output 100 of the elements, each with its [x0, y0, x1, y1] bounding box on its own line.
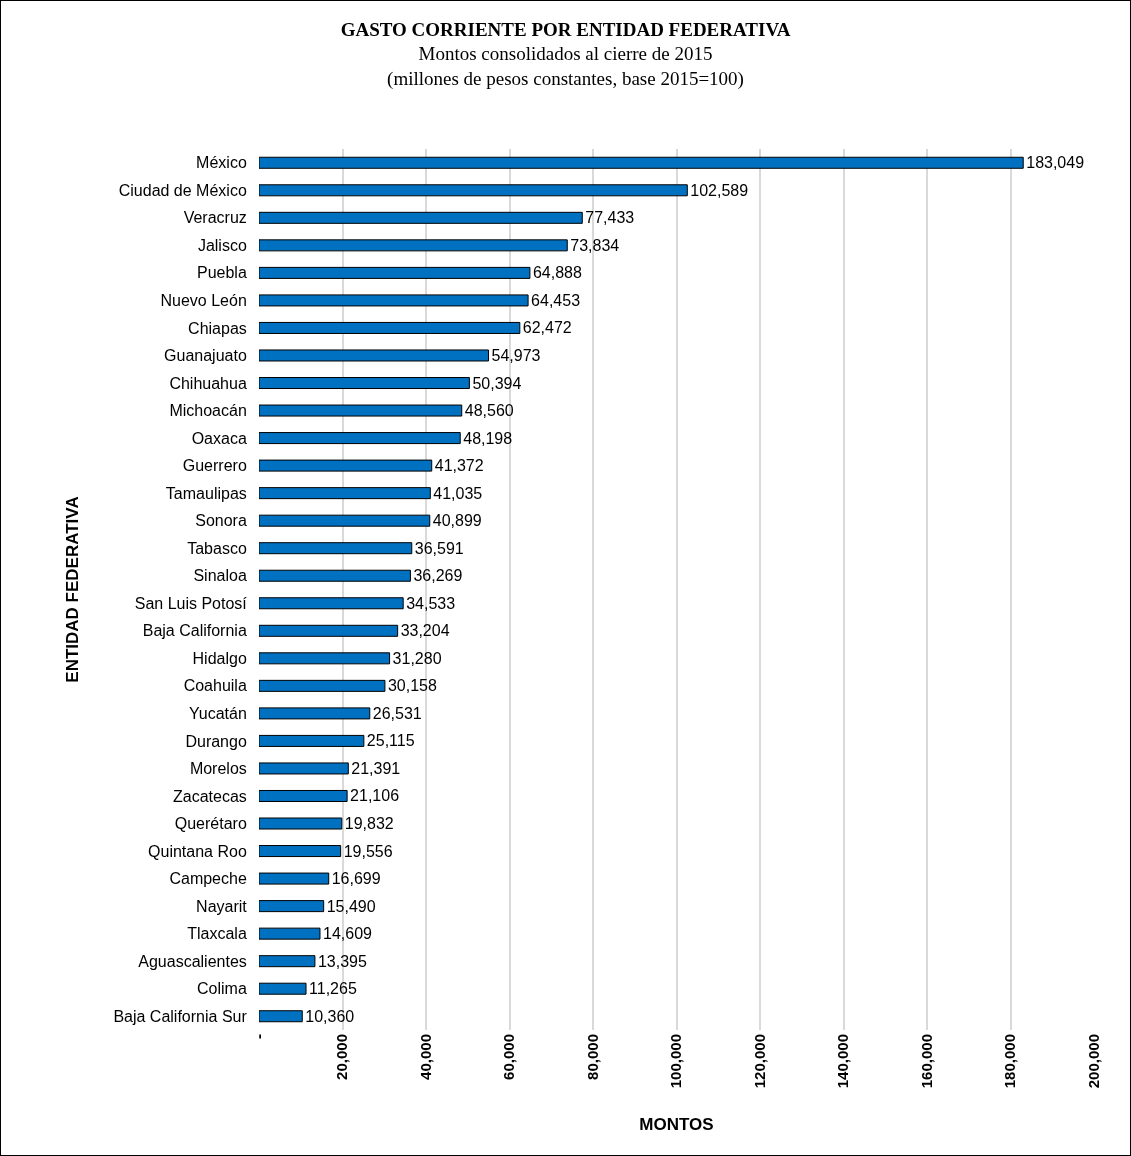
- data-label: 26,531: [372, 704, 422, 722]
- y-tick-label: Sinaloa: [193, 567, 247, 585]
- x-tick-label: -: [249, 1034, 267, 1039]
- bar: [259, 679, 386, 692]
- chart-subtitle: Montos consolidados al cierre de 2015 (millones de pesos constantes, base 2015=100): [387, 43, 744, 91]
- data-label: 19,832: [344, 815, 394, 833]
- x-tick-label: 180,000: [1001, 1034, 1019, 1089]
- bar: [259, 239, 568, 252]
- y-tick-label: Veracruz: [183, 209, 247, 227]
- y-tick-label: Hidalgo: [192, 649, 247, 667]
- bar: [259, 156, 1024, 169]
- bar: [259, 707, 371, 720]
- data-label: 102,589: [690, 181, 749, 199]
- y-tick-label: Tamaulipas: [165, 484, 247, 502]
- y-tick-label: Oaxaca: [191, 429, 247, 447]
- y-tick-label: Michoacán: [169, 402, 247, 420]
- data-label: 50,394: [472, 374, 522, 392]
- bar: [259, 789, 348, 802]
- x-tick-label: 200,000: [1084, 1034, 1102, 1089]
- data-label: 40,899: [432, 512, 482, 530]
- y-tick-label: Chihuahua: [169, 374, 247, 392]
- bar: [259, 817, 343, 830]
- y-tick-label: Durango: [185, 732, 247, 750]
- y-axis-title: ENTIDAD FEDERATIVA: [62, 496, 82, 683]
- bar: [259, 266, 531, 279]
- y-tick-label: México: [196, 154, 247, 172]
- bar: [259, 734, 365, 747]
- bar: [259, 597, 404, 610]
- data-label: 54,973: [491, 346, 541, 364]
- data-label: 36,591: [414, 539, 464, 557]
- bar: [259, 845, 342, 858]
- x-tick-label: 140,000: [834, 1034, 852, 1089]
- x-tick-label: 20,000: [333, 1034, 351, 1080]
- data-label: 41,035: [433, 484, 483, 502]
- bar: [259, 432, 461, 445]
- y-tick-label: Aguascalientes: [138, 952, 247, 970]
- x-tick-label: 40,000: [416, 1034, 434, 1080]
- x-tick-label: 80,000: [583, 1034, 601, 1080]
- y-tick-label: Nuevo León: [160, 292, 247, 310]
- data-label: 19,556: [343, 842, 393, 860]
- x-tick-label: 160,000: [917, 1034, 935, 1089]
- y-tick-label: Tabasco: [187, 539, 247, 557]
- y-tick-label: Quintana Roo: [148, 842, 247, 860]
- data-label: 48,560: [464, 402, 514, 420]
- x-tick-label: 60,000: [500, 1034, 518, 1080]
- y-tick-label: Morelos: [189, 760, 247, 778]
- data-label: 64,453: [531, 291, 581, 309]
- y-tick-label: Guanajuato: [164, 347, 247, 365]
- data-label: 11,265: [309, 980, 357, 998]
- data-label: 30,158: [387, 677, 437, 695]
- y-tick-label: Nayarit: [196, 897, 248, 915]
- y-tick-label: Guerrero: [182, 457, 247, 475]
- data-label: 14,609: [322, 925, 373, 943]
- bar: [259, 211, 583, 224]
- data-label: 21,106: [350, 787, 400, 805]
- y-tick-label: Querétaro: [174, 815, 247, 833]
- x-tick-label: 120,000: [750, 1034, 768, 1089]
- bar: [259, 900, 325, 913]
- y-tick-label: Puebla: [196, 264, 247, 282]
- bar: [259, 624, 399, 637]
- y-tick-label: Campeche: [169, 870, 247, 888]
- bar: [259, 569, 411, 582]
- y-tick-label: Baja California Sur: [113, 1007, 248, 1025]
- bar: [259, 349, 490, 362]
- y-tick-label: Colima: [197, 980, 247, 998]
- bar: [259, 982, 307, 995]
- y-tick-label: Ciudad de México: [118, 181, 247, 199]
- data-label: 77,433: [585, 209, 635, 227]
- y-tick-label: Tlaxcala: [187, 925, 247, 943]
- bar: [259, 762, 349, 775]
- data-label: 36,269: [413, 567, 463, 585]
- bar: [259, 872, 330, 885]
- data-label: 21,391: [351, 759, 401, 777]
- bar: [259, 377, 470, 390]
- data-label: 48,198: [463, 429, 513, 447]
- data-label: 62,472: [522, 319, 572, 337]
- data-label: 13,395: [317, 952, 367, 970]
- data-label: 33,204: [400, 622, 450, 640]
- x-tick-label: 100,000: [667, 1034, 685, 1089]
- y-tick-label: Jalisco: [197, 236, 247, 254]
- data-label: 31,280: [392, 649, 442, 667]
- bar: [259, 487, 431, 500]
- y-tick-label: Sonora: [195, 512, 247, 530]
- bar: [259, 1010, 303, 1023]
- data-label: 15,490: [326, 897, 376, 915]
- bar: [259, 927, 321, 940]
- bar: [259, 294, 529, 307]
- bar: [259, 652, 391, 665]
- data-label: 25,115: [366, 732, 415, 750]
- bar: [259, 184, 688, 197]
- y-tick-label: Coahuila: [183, 677, 247, 695]
- data-label: 16,699: [331, 870, 381, 888]
- y-tick-label: Zacatecas: [172, 787, 247, 805]
- bar: [259, 459, 433, 472]
- bar: [259, 321, 521, 334]
- data-label: 10,360: [305, 1007, 355, 1025]
- data-label: 34,533: [406, 594, 456, 612]
- bar: [259, 542, 413, 555]
- bar: [259, 514, 431, 527]
- x-axis-title: MONTOS: [639, 1114, 714, 1134]
